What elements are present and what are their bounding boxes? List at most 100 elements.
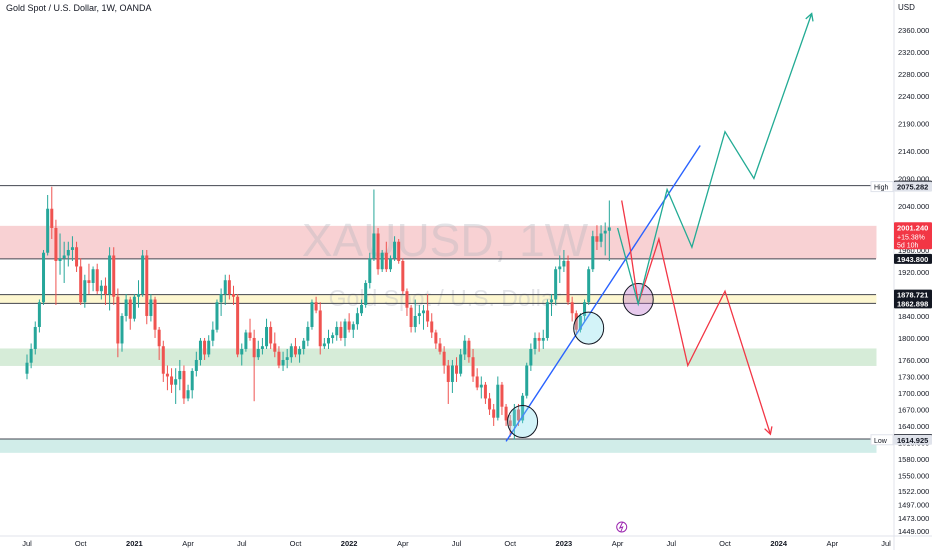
candle[interactable] [434,332,438,344]
candle[interactable] [145,255,149,316]
candle[interactable] [273,343,277,352]
candle[interactable] [583,302,587,316]
candle[interactable] [504,406,508,421]
candle[interactable] [70,247,74,250]
candle[interactable] [545,302,549,338]
candle[interactable] [591,236,595,270]
candle[interactable] [42,252,46,303]
candle[interactable] [137,293,141,297]
candle[interactable] [207,340,211,355]
candle[interactable] [289,346,293,358]
candle[interactable] [194,359,198,371]
candle[interactable] [467,340,471,358]
trendline[interactable] [505,145,701,442]
candle[interactable] [331,335,335,338]
candle[interactable] [203,340,207,355]
candle[interactable] [463,340,467,355]
candle[interactable] [380,252,384,270]
candle[interactable] [302,340,306,349]
candle[interactable] [339,326,343,338]
candle[interactable] [558,266,562,270]
candle[interactable] [401,260,405,292]
candle[interactable] [219,293,223,303]
candle[interactable] [153,299,157,330]
candle[interactable] [116,296,120,344]
candle[interactable] [496,384,500,418]
candle[interactable] [46,208,50,253]
candle[interactable] [58,258,62,261]
candle[interactable] [376,233,380,270]
candle[interactable] [459,354,463,374]
candle[interactable] [318,310,322,347]
candle[interactable] [99,285,103,292]
candle[interactable] [178,370,182,380]
highlight-circle[interactable] [507,405,539,439]
candle[interactable] [566,260,570,303]
candle[interactable] [343,321,347,338]
candle[interactable] [351,324,355,330]
candle[interactable] [186,390,190,399]
candle[interactable] [190,370,194,391]
candle[interactable] [281,359,285,366]
candle[interactable] [244,332,248,349]
candle[interactable] [521,395,525,421]
candle[interactable] [397,241,401,261]
candle[interactable] [512,409,516,426]
candle[interactable] [587,269,591,303]
candle[interactable] [285,357,289,360]
highlight-circle[interactable] [573,311,605,345]
candle[interactable] [112,255,116,297]
candle[interactable] [355,313,359,325]
candle[interactable] [578,315,582,330]
candle[interactable] [256,348,260,358]
candle[interactable] [277,351,281,366]
candle[interactable] [54,227,58,261]
candle[interactable] [306,326,310,341]
candle[interactable] [91,269,95,283]
bullish-projection[interactable] [616,13,813,307]
highlight-circle[interactable] [622,282,654,316]
candle[interactable] [50,208,54,228]
candle[interactable] [211,329,215,341]
candle[interactable] [483,384,487,399]
candle[interactable] [525,365,529,396]
candle[interactable] [62,255,66,259]
candle[interactable] [108,255,112,294]
candle[interactable] [252,337,256,358]
candle[interactable] [314,302,318,311]
candle[interactable] [413,315,417,327]
candle[interactable] [438,343,442,352]
candle[interactable] [170,376,174,385]
candle[interactable] [149,299,153,316]
candle[interactable] [198,340,202,360]
candle[interactable] [33,326,37,349]
candle[interactable] [223,280,227,294]
candle[interactable] [471,357,475,377]
candle[interactable] [570,302,574,314]
candle[interactable] [347,321,351,330]
candle[interactable] [157,329,161,347]
candle[interactable] [248,332,252,338]
candle[interactable] [388,258,392,270]
candle[interactable] [236,296,240,355]
candle[interactable] [384,252,388,270]
candle[interactable] [607,227,611,231]
zone-bottom[interactable] [0,438,877,453]
candle[interactable] [488,398,492,410]
candle[interactable] [550,299,554,303]
candle[interactable] [417,313,421,316]
candle[interactable] [232,293,235,297]
candle[interactable] [364,282,368,305]
candle[interactable] [124,299,128,316]
candle[interactable] [426,310,430,322]
candle[interactable] [405,291,409,308]
candle[interactable] [128,299,132,319]
bearish-projection[interactable] [621,200,772,435]
candle[interactable] [508,420,512,426]
candle[interactable] [421,310,425,314]
candle[interactable] [83,280,87,303]
candle[interactable] [227,280,231,294]
candle[interactable] [132,296,136,319]
candle[interactable] [37,302,41,327]
